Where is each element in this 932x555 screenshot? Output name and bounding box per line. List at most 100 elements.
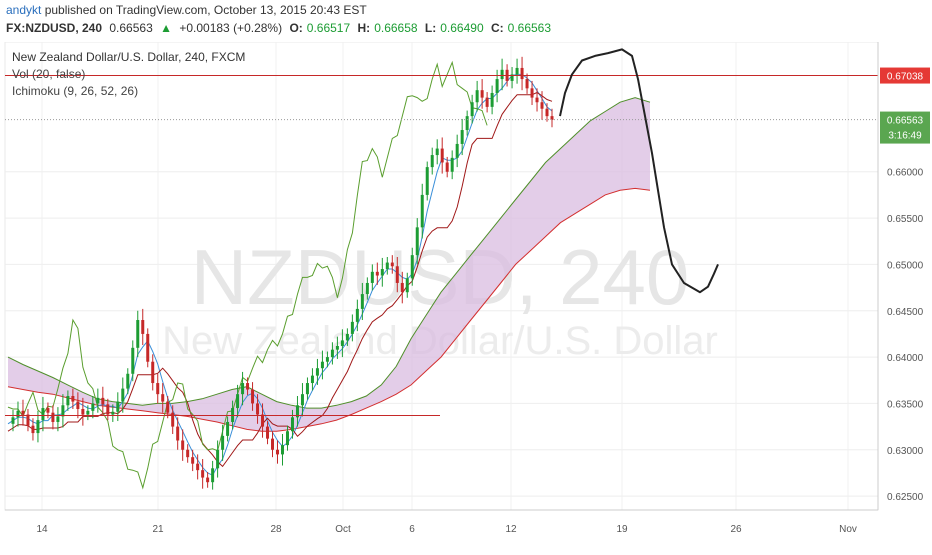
candle-body xyxy=(186,449,190,458)
x-tick-label: 19 xyxy=(616,524,628,535)
low-value: 0.66490 xyxy=(440,21,484,35)
candle-body xyxy=(276,449,280,455)
candle-body xyxy=(465,116,469,131)
candle-body xyxy=(31,425,35,434)
publish-line: andykt published on TradingView.com, Oct… xyxy=(6,3,367,17)
candle-body xyxy=(266,426,270,439)
candle-body xyxy=(395,266,399,283)
candle-body xyxy=(51,412,55,422)
candle-body xyxy=(161,394,165,402)
legend-ichimoku[interactable]: Ichimoku (9, 26, 52, 26) xyxy=(12,84,139,98)
candle-body xyxy=(325,357,329,362)
candle-body xyxy=(460,130,464,144)
candle-body xyxy=(545,108,549,117)
candle-body xyxy=(91,403,95,411)
y-tick-label: 0.66000 xyxy=(887,168,924,179)
candle-body xyxy=(355,308,359,322)
candle-body xyxy=(430,155,434,168)
candle-body xyxy=(475,90,479,103)
candle-body xyxy=(535,97,539,103)
candle-body xyxy=(41,408,45,421)
candle-body xyxy=(56,416,60,422)
y-tick-label: 0.62500 xyxy=(887,492,924,503)
candle-body xyxy=(540,102,544,109)
candle-body xyxy=(121,388,125,402)
candle-body xyxy=(256,403,260,415)
candle-body xyxy=(285,431,289,446)
close-value: 0.66563 xyxy=(507,21,552,35)
author-link[interactable]: andykt xyxy=(6,3,42,17)
candle-body xyxy=(86,410,90,415)
candle-body xyxy=(116,401,120,412)
candle-body xyxy=(500,69,504,80)
candle-body xyxy=(146,333,150,362)
candle-body xyxy=(315,368,319,376)
candle-body xyxy=(61,405,65,417)
candle-body xyxy=(221,435,225,450)
candle-body xyxy=(365,282,369,295)
candle-body xyxy=(131,347,135,374)
symbol-label: FX:NZDUSD, 240 xyxy=(6,21,103,35)
candle-body xyxy=(66,396,70,406)
y-tick-label: 0.63500 xyxy=(887,399,924,410)
candle-body xyxy=(26,414,30,426)
y-tick-label: 0.65500 xyxy=(887,214,924,225)
y-tick-label: 0.64500 xyxy=(887,307,924,318)
x-tick-label: 26 xyxy=(730,524,742,535)
legend-volume[interactable]: Vol (20, false) xyxy=(12,67,86,81)
candle-body xyxy=(335,345,339,350)
candle-body xyxy=(305,383,309,395)
open-label: O: xyxy=(289,21,303,35)
candle-body xyxy=(261,414,265,427)
quote-line: FX:NZDUSD, 240 0.66563 ▲ +0.00183 (+0.28… xyxy=(6,21,555,35)
senkou-span-a xyxy=(7,97,651,409)
candle-body xyxy=(21,410,25,415)
published-text: published on TradingView.com, October 13… xyxy=(44,3,367,17)
candle-body xyxy=(405,278,409,293)
candle-body xyxy=(166,401,170,413)
tenkan-sen-line xyxy=(7,73,553,476)
candle-body xyxy=(156,383,160,395)
candle-body xyxy=(490,92,494,107)
resistance-price-tag xyxy=(880,67,930,84)
last-price: 0.66563 xyxy=(109,21,153,35)
low-label: L: xyxy=(424,21,437,35)
candle-body xyxy=(81,408,85,415)
candle-body xyxy=(320,361,324,369)
change-arrow-icon: ▲ xyxy=(160,21,172,35)
candle-body xyxy=(415,227,419,256)
resistance-price-label: 0.67038 xyxy=(887,72,924,83)
candle-body xyxy=(241,383,245,395)
candle-body xyxy=(480,90,484,98)
candle-body xyxy=(206,477,210,483)
candle-body xyxy=(11,417,15,424)
candle-body xyxy=(435,148,439,156)
candle-body xyxy=(101,397,105,405)
candle-body xyxy=(106,404,110,415)
candle-body xyxy=(181,440,185,450)
chart-area[interactable]: NZDUSD, 240 New Zealand Dollar/U.S. Dolla… xyxy=(0,41,932,550)
chart-header: andykt published on TradingView.com, Oct… xyxy=(0,0,932,46)
candle-body xyxy=(151,361,155,384)
candle-body xyxy=(445,162,449,172)
candle-body xyxy=(290,417,294,432)
candle-body xyxy=(236,394,240,409)
candle-body xyxy=(440,148,444,163)
candle-body xyxy=(46,408,50,413)
candle-body xyxy=(191,457,195,464)
current-price-tag xyxy=(880,111,930,144)
x-tick-label: 14 xyxy=(36,524,48,535)
y-tick-label: 0.64000 xyxy=(887,353,924,364)
legend-title: New Zealand Dollar/U.S. Dollar, 240, FXC… xyxy=(12,50,246,64)
current-price-label: 0.66563 xyxy=(887,116,924,127)
y-tick-label: 0.63000 xyxy=(887,446,924,457)
candle-body xyxy=(111,411,115,415)
candle-body xyxy=(196,463,200,471)
x-tick-label: 21 xyxy=(152,524,164,535)
candle-body xyxy=(300,394,304,406)
candle-body xyxy=(495,79,499,93)
x-tick-label: Oct xyxy=(335,524,351,535)
candle-body xyxy=(330,349,334,358)
countdown-label: 3:16:49 xyxy=(888,131,922,142)
